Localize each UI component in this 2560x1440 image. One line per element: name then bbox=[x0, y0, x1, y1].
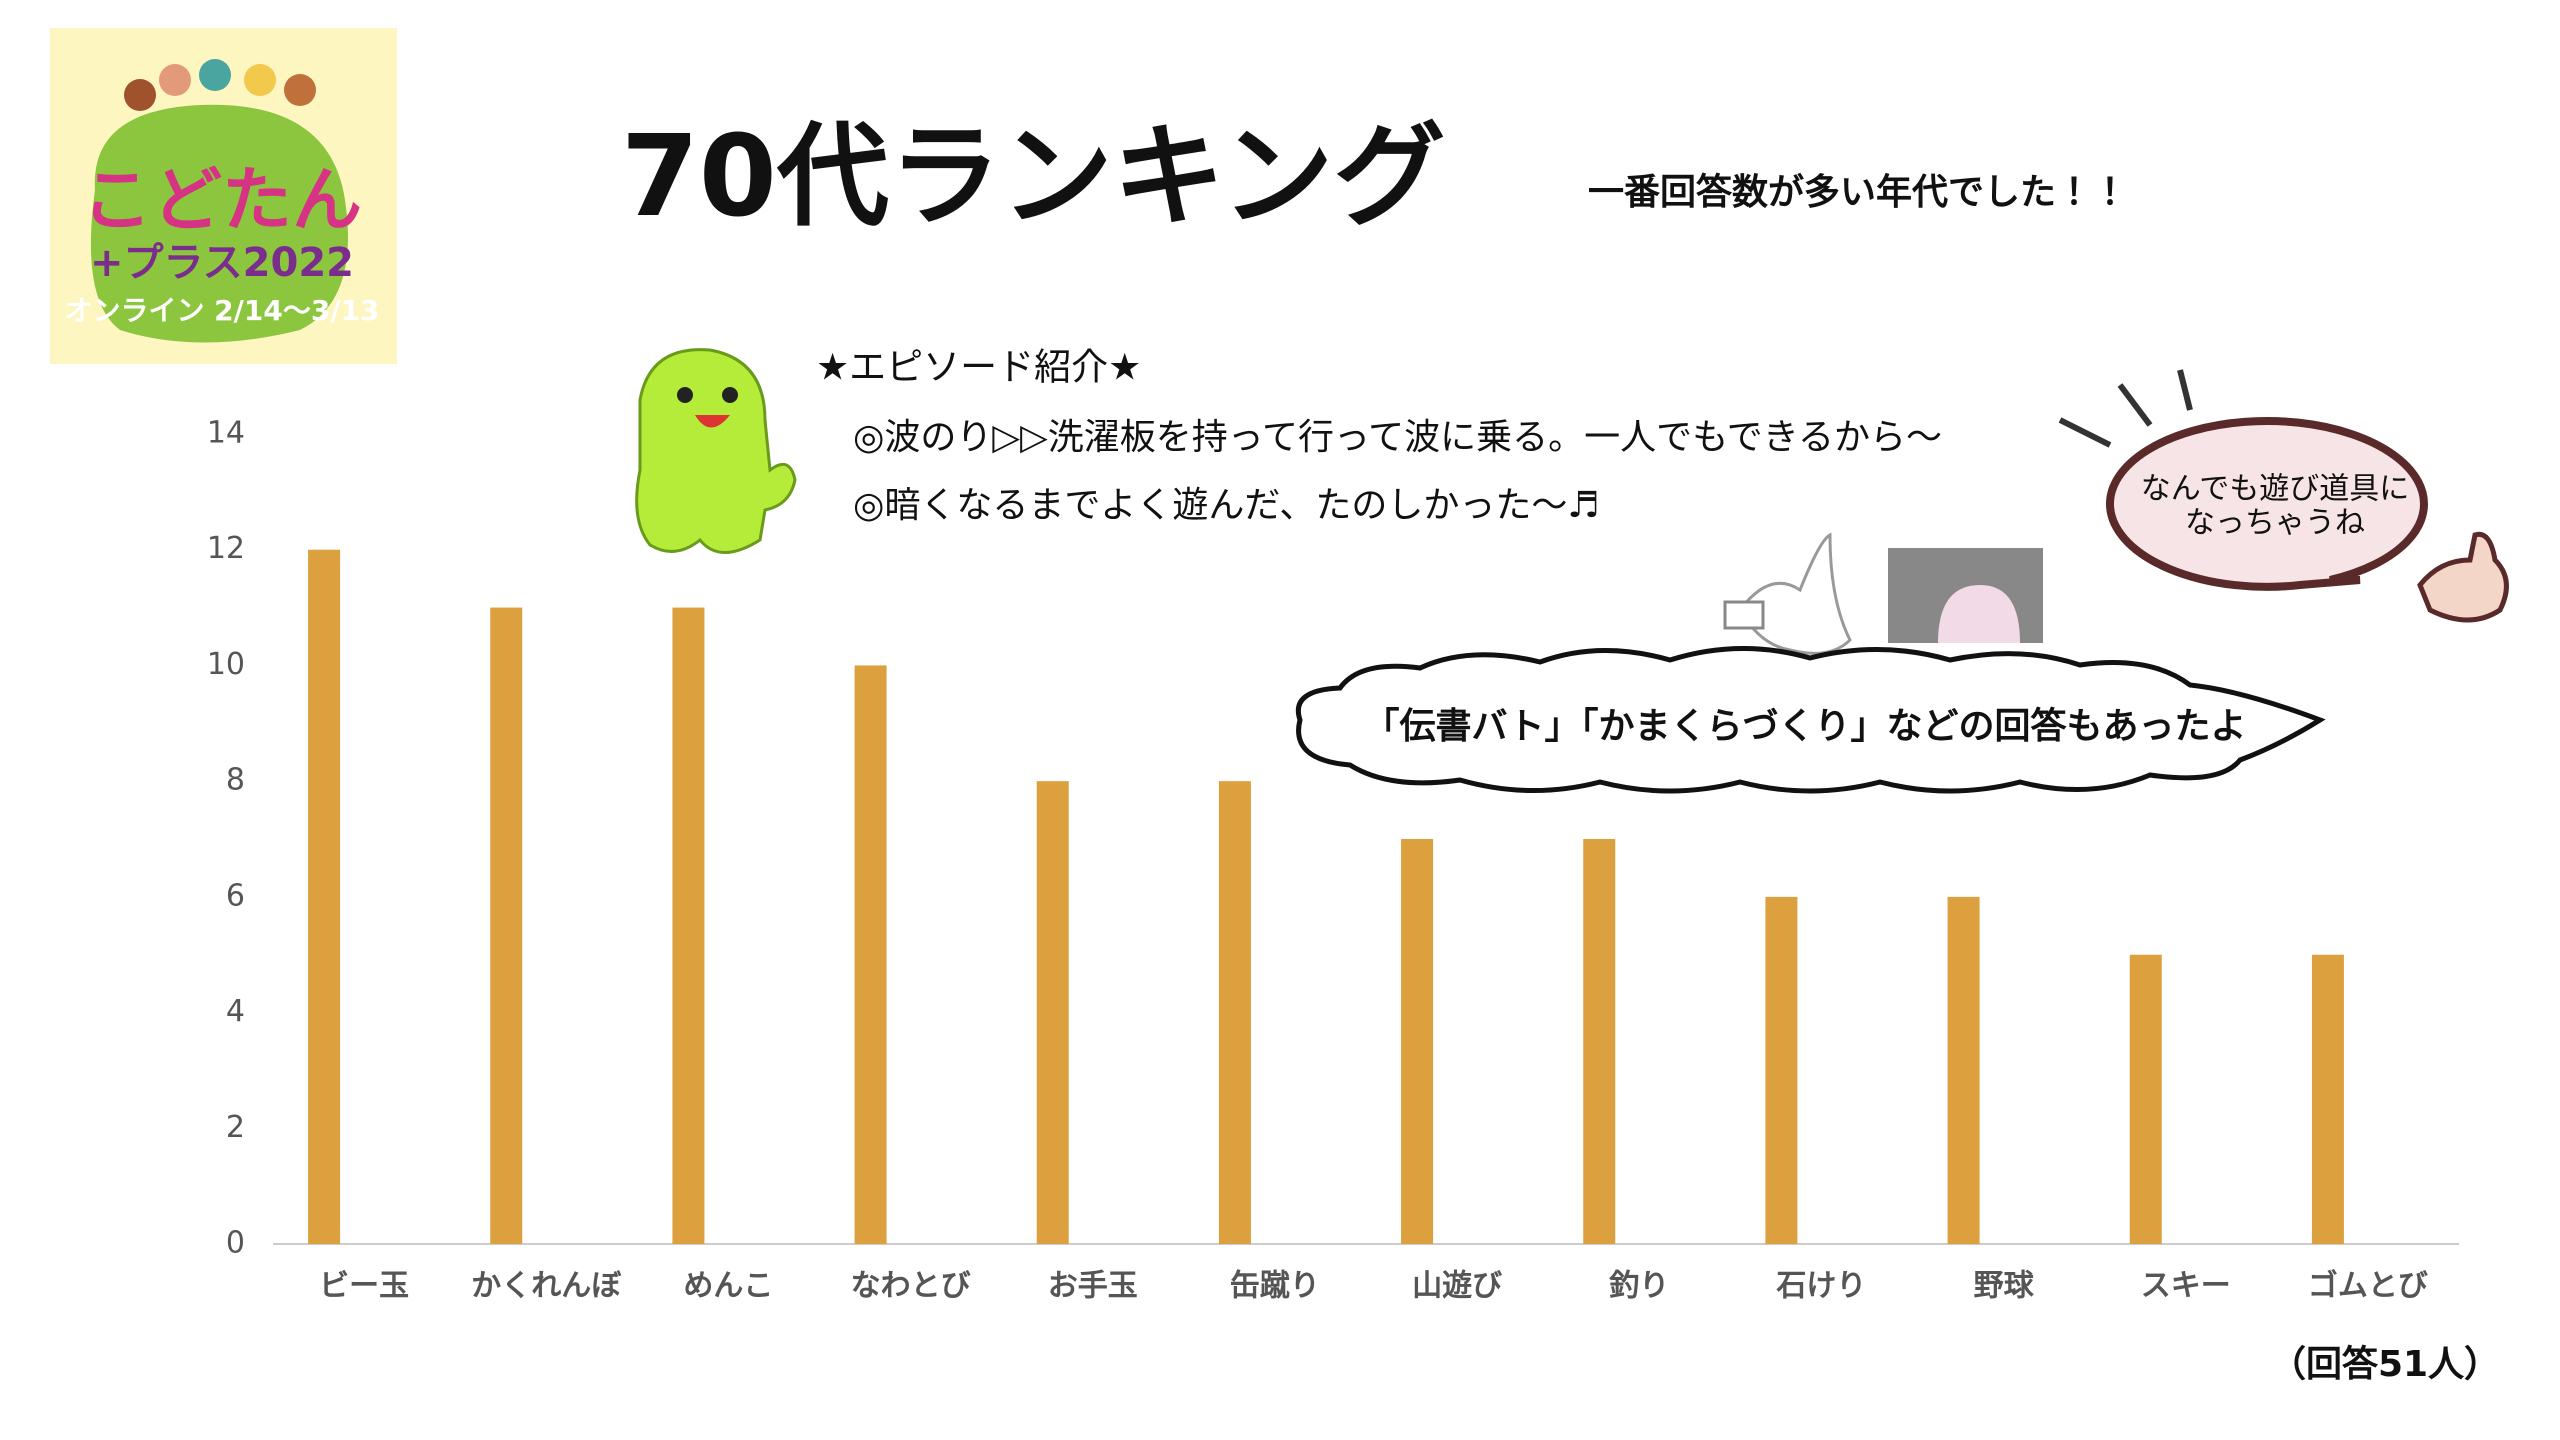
hand-icon bbox=[2417, 531, 2509, 623]
bar bbox=[1765, 896, 1798, 1244]
pigeon-icon bbox=[1738, 532, 1852, 655]
y-tick-label: 8 bbox=[226, 763, 245, 798]
episode-heading: ★エピソード紹介★ bbox=[816, 346, 1141, 389]
logo-dates: オンライン 2/14～3/13 bbox=[64, 294, 379, 327]
kamakura-dome bbox=[1938, 585, 2020, 643]
y-tick-label: 14 bbox=[207, 416, 245, 451]
y-tick-label: 10 bbox=[207, 647, 245, 682]
x-tick-label: かくれんぼ bbox=[471, 1269, 622, 1304]
episode-item: ◎暗くなるまでよく遊んだ、たのしかった～♬ bbox=[853, 485, 1600, 526]
x-tick-label: 野球 bbox=[1974, 1269, 2035, 1304]
logo-person bbox=[199, 59, 231, 91]
logo-edition: +プラス2022 bbox=[90, 240, 354, 286]
bar bbox=[1218, 781, 1251, 1244]
bar bbox=[1947, 896, 1980, 1244]
letter-icon bbox=[1723, 600, 1765, 630]
y-tick-label: 6 bbox=[226, 878, 245, 913]
logo-person bbox=[244, 64, 276, 96]
mascot-eye bbox=[722, 387, 738, 403]
x-tick-label: 石けり bbox=[1775, 1269, 1866, 1304]
x-tick-label: お手玉 bbox=[1048, 1269, 1138, 1304]
y-tick-label: 12 bbox=[207, 531, 245, 566]
logo-person bbox=[159, 64, 191, 96]
logo-person bbox=[124, 79, 156, 111]
bar bbox=[2129, 954, 2162, 1244]
x-tick-label: 釣り bbox=[1608, 1269, 1669, 1304]
chart-title: 70代ランキング bbox=[621, 112, 1446, 242]
x-tick-label: 山遊び bbox=[1412, 1269, 1502, 1304]
bar bbox=[1401, 839, 1434, 1244]
bar bbox=[490, 607, 523, 1244]
x-tick-label: 缶蹴り bbox=[1230, 1269, 1320, 1304]
mascot-eye bbox=[677, 387, 693, 403]
bar bbox=[1036, 781, 1069, 1244]
x-tick-label: なわとび bbox=[851, 1269, 971, 1304]
mascot bbox=[635, 348, 797, 554]
speech-text: なっちゃうね bbox=[2185, 506, 2365, 541]
x-tick-label: ビー玉 bbox=[319, 1269, 409, 1304]
cloud-text: 「伝書バト」「かまくらづくり」などの回答もあったよ bbox=[1363, 705, 2246, 747]
episode-item: ◎波のり▷▷洗濯板を持って行って波に乗る。一人でもできるから～ bbox=[853, 417, 1942, 458]
bar bbox=[308, 549, 341, 1244]
y-tick-label: 2 bbox=[226, 1110, 245, 1145]
logo-person bbox=[284, 74, 316, 106]
speech-text: なんでも遊び道具に bbox=[2141, 472, 2410, 507]
logo-name: こどたん bbox=[82, 159, 362, 241]
bar bbox=[854, 665, 887, 1244]
chart-subtitle: 一番回答数が多い年代でした！！ bbox=[1588, 171, 2128, 213]
speech-bubble bbox=[2105, 416, 2428, 591]
emphasis-lines bbox=[2058, 369, 2193, 448]
y-tick-label: 0 bbox=[226, 1226, 245, 1261]
bar bbox=[2311, 954, 2344, 1244]
note: （回答51人） bbox=[2270, 1343, 2500, 1385]
x-tick-label: スキー bbox=[2141, 1269, 2231, 1304]
logo-hill bbox=[90, 104, 348, 343]
bar bbox=[1583, 839, 1616, 1244]
cloud-bubble bbox=[1296, 645, 2326, 794]
x-tick-label: ゴムとび bbox=[2308, 1269, 2428, 1304]
bar bbox=[672, 607, 705, 1244]
y-tick-label: 4 bbox=[226, 994, 245, 1029]
mascot-mouth bbox=[695, 415, 730, 428]
x-tick-label: めんこ bbox=[683, 1269, 773, 1304]
